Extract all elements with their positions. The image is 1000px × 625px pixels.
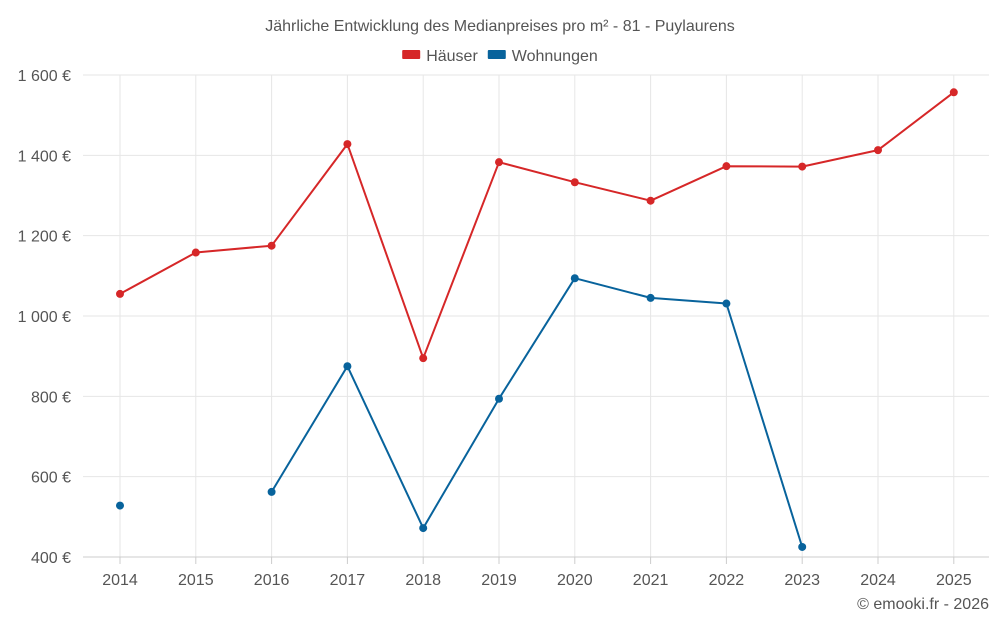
legend-label: Häuser <box>426 48 478 65</box>
x-tick-label: 2014 <box>102 572 138 589</box>
x-tick-label: 2023 <box>784 572 820 589</box>
x-tick-label: 2025 <box>936 572 972 589</box>
data-point-wohnungen[interactable] <box>495 394 503 403</box>
x-tick-label: 2022 <box>709 572 745 589</box>
data-point-wohnungen[interactable] <box>343 362 352 371</box>
data-point-häuser[interactable] <box>949 88 958 97</box>
x-tick-label: 2016 <box>254 572 290 589</box>
series-wohnungen <box>116 274 807 551</box>
data-point-häuser[interactable] <box>419 354 428 363</box>
data-point-häuser[interactable] <box>798 162 807 171</box>
data-point-wohnungen[interactable] <box>722 299 731 308</box>
grid <box>83 74 989 557</box>
data-point-häuser[interactable] <box>343 140 352 149</box>
x-tick-label: 2019 <box>481 572 517 589</box>
y-tick-label: 400 € <box>31 550 71 567</box>
y-axis: 400 € 600 € 800 € 1 000 € 1 200 € 1 400 € 1 60… <box>18 68 71 567</box>
x-tick-label: 2024 <box>860 572 896 589</box>
legend-swatch <box>402 50 421 59</box>
data-point-wohnungen[interactable] <box>116 501 124 510</box>
y-tick-label: 1 200 € <box>18 229 71 246</box>
data-point-wohnungen[interactable] <box>419 524 428 533</box>
data-point-häuser[interactable] <box>495 158 503 167</box>
x-tick-label: 2020 <box>557 572 593 589</box>
data-point-häuser[interactable] <box>267 241 276 250</box>
data-point-häuser[interactable] <box>874 146 882 155</box>
series-line-wohnungen <box>270 277 804 548</box>
series-häuser <box>116 88 958 363</box>
legend[interactable]: Häuser Wohnungen <box>402 48 598 65</box>
legend-item-wohnungen[interactable]: Wohnungen <box>487 48 598 65</box>
legend-label: Wohnungen <box>512 48 598 65</box>
chart-title: Jährliche Entwicklung des Medianpreises … <box>265 18 735 35</box>
y-tick-label: 600 € <box>31 470 71 487</box>
chart-credit: © emooki.fr - 2026 <box>857 596 989 613</box>
data-point-häuser[interactable] <box>116 289 124 298</box>
y-tick-label: 1 400 € <box>18 148 71 165</box>
legend-item-häuser[interactable]: Häuser <box>402 48 478 65</box>
data-point-häuser[interactable] <box>191 248 200 257</box>
y-tick-label: 1 000 € <box>18 309 71 326</box>
x-tick-label: 2021 <box>633 572 669 589</box>
series <box>116 88 958 551</box>
y-tick-label: 1 600 € <box>18 68 71 85</box>
x-tick-label: 2015 <box>178 572 214 589</box>
data-point-wohnungen[interactable] <box>798 542 807 551</box>
data-point-häuser[interactable] <box>722 162 731 171</box>
x-axis: 2014 2015 2016 2017 2018 2019 2020 2021 2022 2023… <box>83 556 989 589</box>
legend-swatch <box>487 50 506 59</box>
data-point-wohnungen[interactable] <box>267 487 276 496</box>
y-tick-label: 800 € <box>31 389 71 406</box>
x-tick-label: 2018 <box>405 572 441 589</box>
data-point-wohnungen[interactable] <box>570 274 579 283</box>
x-tick-label: 2017 <box>330 572 366 589</box>
data-point-häuser[interactable] <box>570 178 579 187</box>
series-line-häuser <box>119 91 955 360</box>
data-point-wohnungen[interactable] <box>646 293 655 302</box>
data-point-häuser[interactable] <box>646 196 655 205</box>
